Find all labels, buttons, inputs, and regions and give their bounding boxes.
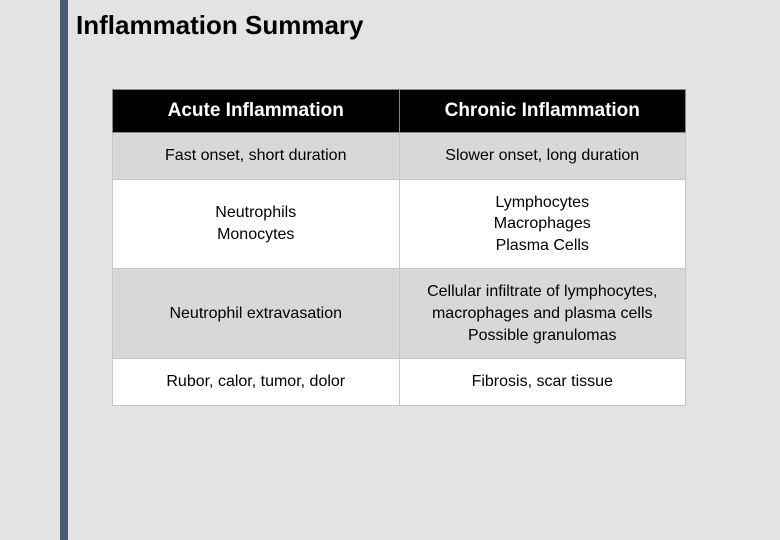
- col-header-acute: Acute Inflammation: [113, 90, 400, 133]
- page-title: Inflammation Summary: [76, 10, 780, 41]
- table-row: Fast onset, short duration Slower onset,…: [113, 133, 686, 180]
- table-cell: Slower onset, long duration: [399, 133, 686, 180]
- table-cell: Fast onset, short duration: [113, 133, 400, 180]
- table-cell: NeutrophilsMonocytes: [113, 179, 400, 269]
- table-cell: LymphocytesMacrophagesPlasma Cells: [399, 179, 686, 269]
- table-cell: Cellular infiltrate of lymphocytes, macr…: [399, 269, 686, 359]
- slide-content: Inflammation Summary Acute Inflammation …: [68, 0, 780, 406]
- table-cell: Neutrophil extravasation: [113, 269, 400, 359]
- comparison-table-wrap: Acute Inflammation Chronic Inflammation …: [112, 89, 686, 406]
- accent-bar: [60, 0, 68, 540]
- table-body: Fast onset, short duration Slower onset,…: [113, 133, 686, 406]
- table-cell: Rubor, calor, tumor, dolor: [113, 359, 400, 406]
- table-row: Rubor, calor, tumor, dolor Fibrosis, sca…: [113, 359, 686, 406]
- table-row: Neutrophil extravasation Cellular infilt…: [113, 269, 686, 359]
- col-header-chronic: Chronic Inflammation: [399, 90, 686, 133]
- comparison-table: Acute Inflammation Chronic Inflammation …: [112, 89, 686, 406]
- table-cell: Fibrosis, scar tissue: [399, 359, 686, 406]
- table-header-row: Acute Inflammation Chronic Inflammation: [113, 90, 686, 133]
- table-row: NeutrophilsMonocytes LymphocytesMacropha…: [113, 179, 686, 269]
